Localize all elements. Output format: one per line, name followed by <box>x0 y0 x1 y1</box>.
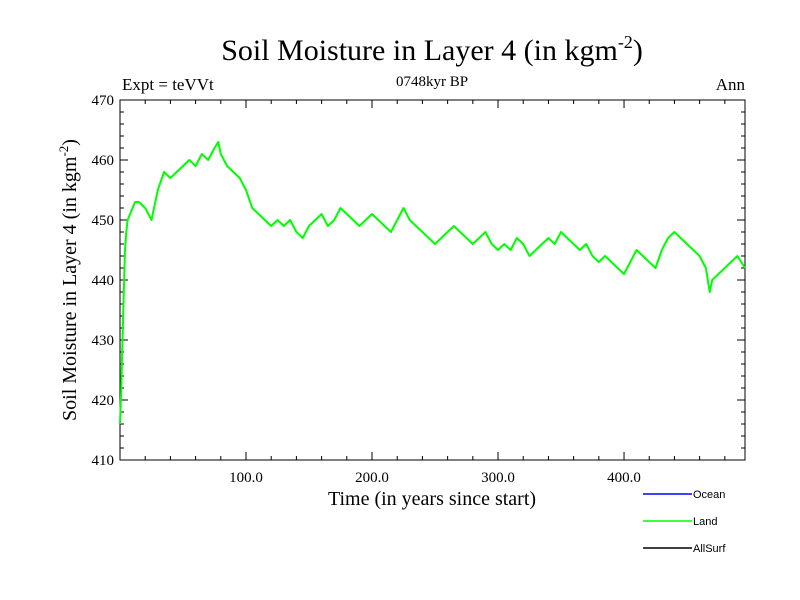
legend: Ocean Land AllSurf <box>643 489 726 555</box>
season-label: Ann <box>716 75 746 94</box>
legend-label-land: Land <box>693 516 717 528</box>
x-axis-label: Time (in years since start) <box>328 488 536 510</box>
x-tick-label: 200.0 <box>355 470 389 486</box>
plot-area <box>119 99 746 461</box>
legend-label-allsurf: AllSurf <box>693 543 726 555</box>
y-tick-label: 410 <box>92 453 115 469</box>
series-line-land <box>119 141 746 425</box>
x-tick-label: 300.0 <box>481 470 515 486</box>
y-tick-label: 420 <box>92 393 115 409</box>
series-layer <box>119 141 746 425</box>
period-label: 0748kyr BP <box>396 74 468 90</box>
experiment-label: Expt = teVVt <box>122 75 214 94</box>
x-tick-label: 100.0 <box>229 470 263 486</box>
chart-title: Soil Moisture in Layer 4 (in kgm-2) <box>221 32 643 67</box>
y-tick-label: 440 <box>92 273 115 289</box>
y-axis-label: Soil Moisture in Layer 4 (in kgm-2) <box>56 139 81 421</box>
y-tick-label: 430 <box>92 333 115 349</box>
y-tick-label: 470 <box>92 93 115 109</box>
axis-ticks <box>120 99 745 461</box>
legend-label-ocean: Ocean <box>693 489 725 501</box>
y-tick-label: 450 <box>92 213 115 229</box>
axis-tick-labels: 100.0 200.0 300.0 400.0 410 420 430 440 450 460 47… <box>92 93 641 486</box>
plot-frame <box>119 99 746 461</box>
y-tick-label: 460 <box>92 153 115 169</box>
x-tick-label: 400.0 <box>607 470 641 486</box>
